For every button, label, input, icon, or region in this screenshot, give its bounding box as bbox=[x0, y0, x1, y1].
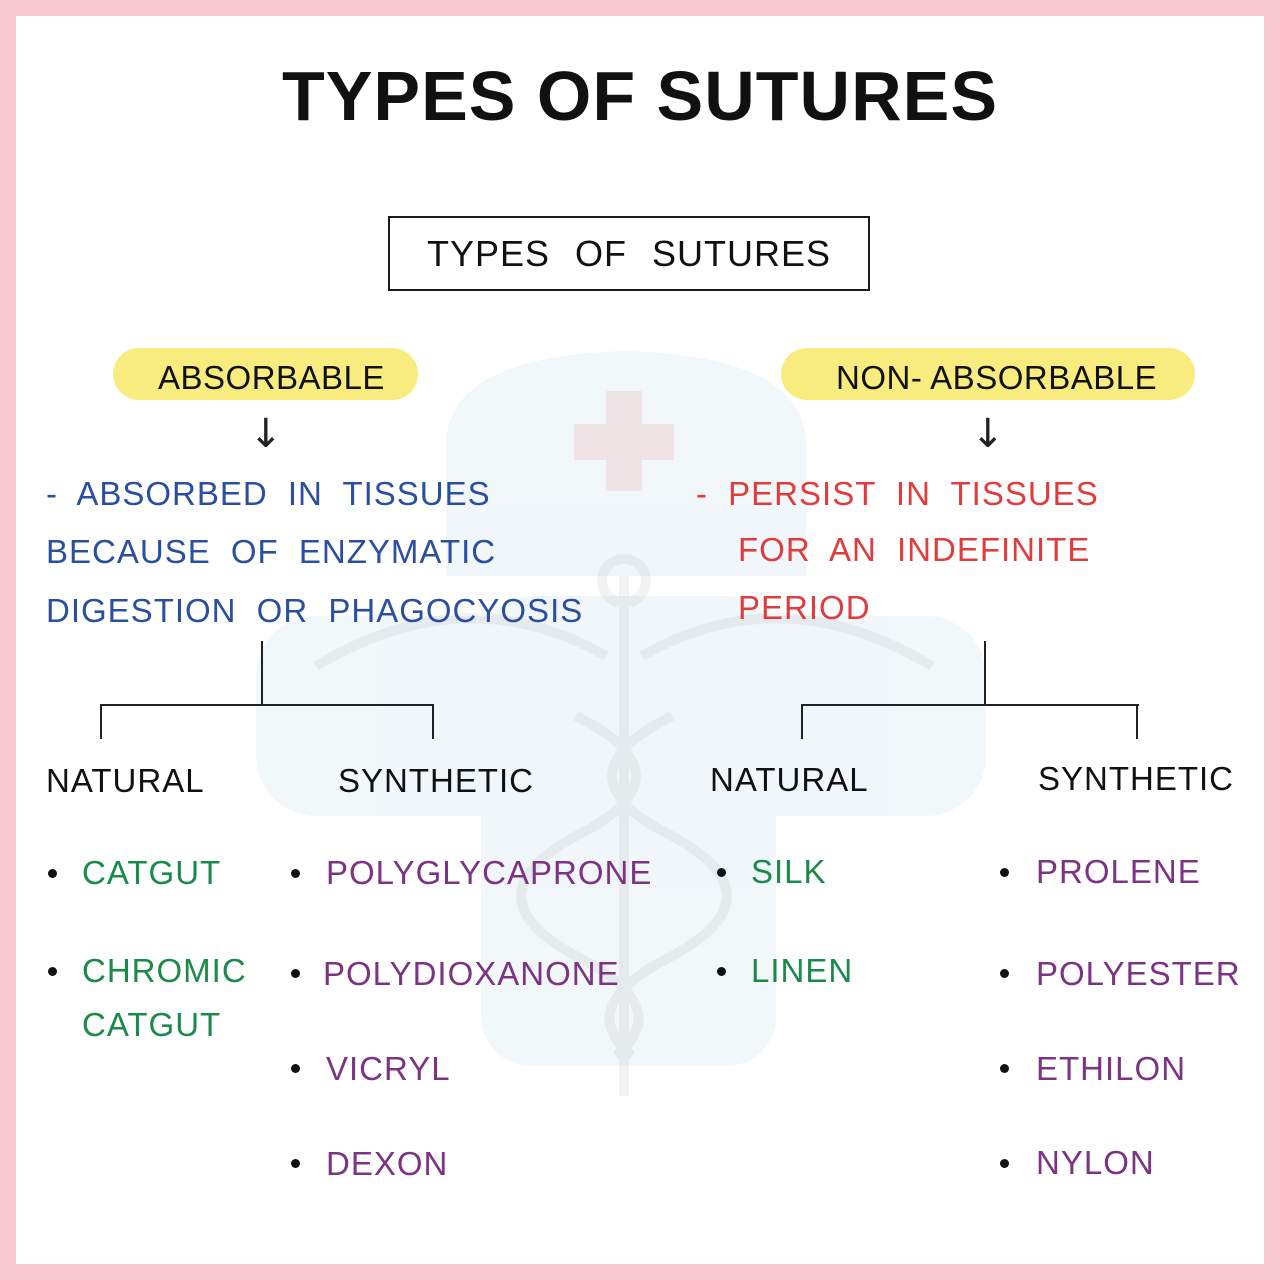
down-arrow-icon: ↓ bbox=[249, 411, 283, 457]
list-item: POLYGLYCAPRONE bbox=[326, 854, 653, 891]
connector-line bbox=[261, 641, 263, 706]
bullet-icon bbox=[291, 1064, 300, 1073]
list-item: CHROMIC bbox=[82, 952, 247, 989]
list-item: POLYDIOXANONE bbox=[323, 955, 620, 992]
connector-line bbox=[100, 704, 434, 706]
non-absorbable-desc-line-2: FOR AN INDEFINITE bbox=[738, 531, 1091, 568]
absorbable-natural-header: NATURAL bbox=[46, 762, 205, 799]
bullet-icon bbox=[48, 869, 57, 878]
bullet-icon bbox=[48, 967, 57, 976]
non-absorbable-desc-line-1: - PERSIST IN TISSUES bbox=[696, 475, 1099, 512]
bullet-icon bbox=[291, 969, 300, 978]
down-arrow-icon: ↓ bbox=[971, 411, 1005, 457]
absorbable-synthetic-header: SYNTHETIC bbox=[338, 762, 535, 799]
bullet-icon bbox=[291, 1159, 300, 1168]
infographic-frame: TYPES OF SUTURES TYPES OF SUTURES ABSORB… bbox=[16, 16, 1264, 1264]
connector-line bbox=[1136, 704, 1138, 739]
non-absorbable-desc-line-3: PERIOD bbox=[738, 589, 871, 626]
connector-line bbox=[984, 641, 986, 706]
absorbable-desc-line-1: - ABSORBED IN TISSUES bbox=[46, 475, 491, 512]
bullet-icon bbox=[291, 869, 300, 878]
absorbable-label: ABSORBABLE bbox=[158, 359, 385, 396]
absorbable-desc-line-3: DIGESTION OR PHAGOCYOSIS bbox=[46, 592, 584, 629]
bullet-icon bbox=[717, 868, 726, 877]
bullet-icon bbox=[1000, 969, 1009, 978]
non-absorbable-label: NON- ABSORBABLE bbox=[836, 359, 1158, 396]
root-node: TYPES OF SUTURES bbox=[388, 216, 870, 291]
absorbable-desc-line-2: BECAUSE OF ENZYMATIC bbox=[46, 533, 497, 570]
list-item: CATGUT bbox=[82, 854, 222, 891]
bullet-icon bbox=[717, 967, 726, 976]
list-item: NYLON bbox=[1036, 1144, 1155, 1181]
bullet-icon bbox=[1000, 868, 1009, 877]
non-absorbable-synthetic-header: SYNTHETIC bbox=[1038, 760, 1235, 797]
list-item: VICRYL bbox=[326, 1050, 451, 1087]
list-item: ETHILON bbox=[1036, 1050, 1187, 1087]
root-node-label: TYPES OF SUTURES bbox=[426, 232, 832, 274]
list-item: LINEN bbox=[751, 952, 854, 989]
list-item: SILK bbox=[751, 853, 827, 890]
list-item: POLYESTER bbox=[1036, 955, 1241, 992]
page-title: TYPES OF SUTURES bbox=[281, 57, 999, 135]
list-item: PROLENE bbox=[1036, 853, 1201, 890]
connector-line bbox=[100, 704, 102, 739]
bullet-icon bbox=[1000, 1159, 1009, 1168]
bullet-icon bbox=[1000, 1064, 1009, 1073]
absorbable-highlight bbox=[113, 348, 418, 400]
list-item: CATGUT bbox=[82, 1006, 222, 1043]
caduceus-watermark-icon bbox=[256, 351, 986, 1096]
connector-line bbox=[432, 704, 434, 739]
list-item: DEXON bbox=[326, 1145, 449, 1182]
non-absorbable-natural-header: NATURAL bbox=[710, 761, 869, 798]
connector-line bbox=[801, 704, 1139, 706]
non-absorbable-highlight bbox=[781, 348, 1195, 400]
medical-cross-icon bbox=[574, 391, 674, 491]
connector-line bbox=[801, 704, 803, 739]
